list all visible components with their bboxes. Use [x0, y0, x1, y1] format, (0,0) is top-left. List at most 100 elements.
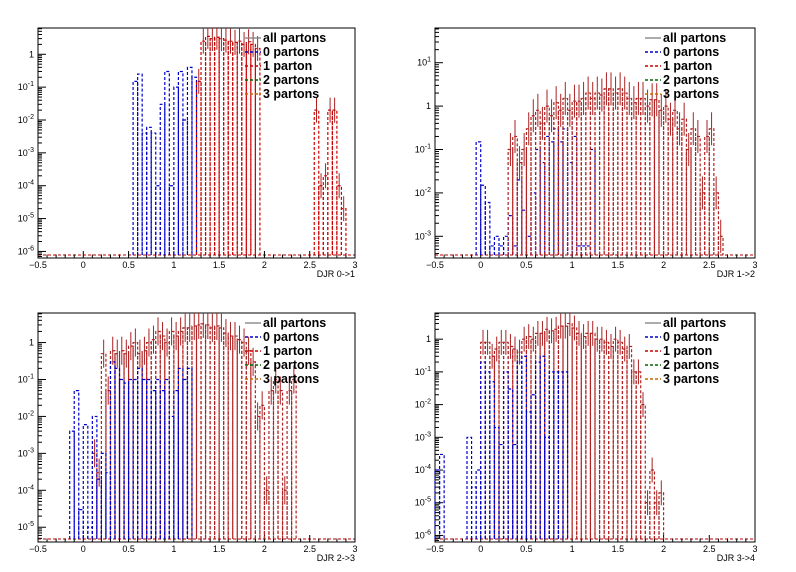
histogram-bin [544, 105, 550, 255]
y-tick-label: 10-4 [18, 484, 34, 495]
histogram-bin [218, 38, 225, 255]
histogram-bin [186, 327, 193, 539]
plot-frame [434, 27, 756, 259]
histogram-bin [438, 453, 445, 539]
histogram-bin [585, 245, 592, 255]
histogram-bin [516, 161, 523, 255]
histogram-bin [539, 122, 546, 255]
x-axis-label: DJR 0->1 [317, 269, 355, 279]
x-tick-label: −0.5 [426, 544, 444, 554]
x-tick-label: 0.5 [520, 544, 533, 554]
y-tick-exponent: 1 [427, 57, 431, 64]
histogram-bin [132, 80, 139, 255]
histogram-bin [489, 355, 496, 539]
histogram-bin [580, 245, 587, 255]
y-tick-exponent: -6 [425, 529, 431, 536]
histogram-bin [580, 97, 587, 255]
histogram-bin [548, 141, 555, 255]
histogram-bin [690, 128, 697, 255]
histogram-bin [630, 102, 637, 255]
y-tick-label: 10-5 [18, 521, 34, 532]
histogram-bin [241, 43, 247, 255]
histogram-bin [626, 345, 633, 539]
series-0-partons [69, 361, 193, 539]
histogram-bin [96, 478, 102, 539]
histogram-bin [589, 332, 596, 539]
histogram-bin [191, 76, 198, 255]
histogram-bin [713, 192, 720, 255]
x-tick-label: 3 [352, 544, 357, 554]
histogram-bin [245, 41, 252, 255]
histogram-bin [498, 443, 505, 539]
histogram-bin [223, 332, 229, 539]
histogram-bin [182, 327, 189, 539]
histogram-bin [173, 335, 179, 539]
y-tick-exponent: -4 [28, 484, 34, 491]
x-axis-label: DJR 2->3 [317, 553, 355, 563]
histogram-bin [186, 66, 193, 255]
histogram-bin [708, 128, 715, 255]
histogram-bin [73, 390, 80, 539]
histogram-bin [557, 141, 564, 255]
histogram-bin [553, 371, 560, 539]
histogram-bin [562, 325, 569, 539]
histogram-bin [534, 109, 541, 255]
histogram-bin [159, 103, 166, 255]
y-tick-label: 1 [29, 49, 34, 59]
histogram-bin [498, 245, 505, 255]
histogram-bin [516, 179, 523, 255]
histogram-bin [250, 43, 256, 255]
histogram-bin [254, 415, 261, 539]
y-tick-label: 10-2 [18, 410, 34, 421]
histogram-bin [585, 92, 592, 255]
histogram-bin [475, 469, 482, 539]
histogram-bin [123, 353, 130, 539]
legend-entry: 2 partons [263, 73, 319, 87]
histogram-bin [209, 38, 216, 255]
histogram-bin [137, 73, 143, 255]
y-tick-exponent: -2 [425, 187, 431, 194]
histogram-bin [109, 361, 116, 539]
histogram-bin [534, 332, 541, 539]
series-all-partons [507, 72, 724, 255]
histogram-bin [150, 339, 157, 539]
histogram-bin [502, 235, 509, 255]
histogram-bin [480, 341, 486, 539]
histogram-bin [164, 70, 170, 255]
histogram-bin [200, 323, 207, 539]
y-tick-exponent: -2 [28, 410, 34, 417]
y-tick-exponent: -5 [425, 497, 431, 504]
histogram-bin [168, 185, 175, 255]
histogram-bin [100, 353, 107, 539]
histogram-bin [137, 353, 143, 539]
histogram-bin [327, 109, 333, 255]
x-tick-label: 1 [171, 260, 176, 270]
x-tick-label: 3 [752, 544, 757, 554]
legend-entry: 3 partons [663, 372, 719, 386]
histogram-bin [548, 330, 555, 539]
histogram-bin [132, 341, 139, 539]
histogram-bin [525, 235, 532, 255]
histogram-bin [313, 109, 320, 255]
histogram-bin [521, 209, 528, 255]
histogram-bin [544, 135, 550, 255]
histogram-bin [127, 345, 134, 539]
y-tick-exponent: -4 [425, 464, 431, 471]
y-tick-exponent: -3 [425, 431, 431, 438]
histogram-bin [259, 404, 266, 539]
histogram-bin [177, 70, 184, 255]
histogram-bin [566, 109, 573, 255]
histogram-bin [576, 100, 582, 255]
histogram-bin [598, 94, 605, 255]
histogram-bin [548, 371, 555, 539]
histogram-bin [598, 338, 605, 539]
x-tick-label: 0.5 [520, 260, 533, 270]
x-tick-label: −0.5 [29, 544, 47, 554]
y-tick-label: 10-1 [18, 373, 34, 384]
histogram-bin [626, 97, 633, 255]
histogram-bin [480, 184, 486, 255]
histogram-bin [191, 325, 198, 539]
legend-entry: 3 partons [263, 87, 319, 101]
histogram-bin [493, 235, 500, 255]
histogram-bin [155, 330, 161, 539]
